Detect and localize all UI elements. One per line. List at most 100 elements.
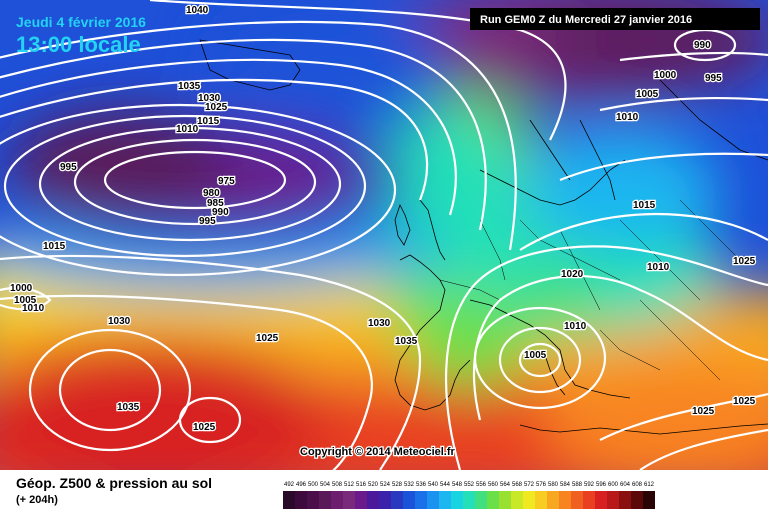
legend-tick-label: 532 bbox=[403, 482, 414, 488]
isobar-label: 1015 bbox=[43, 241, 66, 252]
legend-tick-label: 492 bbox=[283, 482, 294, 488]
color-legend: 492 496 500 504 508 512 516 520 524 528 532 536 540 5… bbox=[283, 479, 655, 511]
legend-swatch bbox=[451, 491, 463, 509]
isobar-label: 1025 bbox=[256, 333, 279, 344]
isobar-label: 1005 bbox=[14, 295, 37, 306]
legend-swatch bbox=[511, 491, 523, 509]
legend-tick-label: 572 bbox=[523, 482, 534, 488]
legend-tick-label: 536 bbox=[415, 482, 426, 488]
legend-swatch bbox=[583, 491, 595, 509]
map: 1040 1035 1030 1025 1015 1010 995 975 98… bbox=[0, 0, 768, 470]
legend-swatch bbox=[391, 491, 403, 509]
isobar-label: 1025 bbox=[205, 102, 228, 113]
legend-tick-label: 528 bbox=[391, 482, 402, 488]
legend-swatch bbox=[571, 491, 583, 509]
legend-swatch bbox=[307, 491, 319, 509]
legend-swatch bbox=[331, 491, 343, 509]
legend-swatch bbox=[595, 491, 607, 509]
isobar-label: 1000 bbox=[654, 70, 677, 81]
isobar-label: 1015 bbox=[633, 200, 656, 211]
legend-tick-label: 592 bbox=[583, 482, 594, 488]
coastlines bbox=[199, 39, 768, 435]
legend-swatches bbox=[283, 491, 655, 509]
legend-swatch bbox=[283, 491, 295, 509]
footer: Géop. Z500 & pression au sol (+ 204h) 49… bbox=[0, 470, 768, 512]
legend-tick-label: 544 bbox=[439, 482, 450, 488]
legend-tick-label: 588 bbox=[571, 482, 582, 488]
legend-tick-label: 596 bbox=[595, 482, 606, 488]
legend-tick-label: 540 bbox=[427, 482, 438, 488]
isobar-label: 1025 bbox=[193, 422, 216, 433]
legend-tick-label: 600 bbox=[607, 482, 618, 488]
legend-swatch bbox=[439, 491, 451, 509]
isobar-label: 985 bbox=[207, 198, 224, 209]
legend-tick-label: 612 bbox=[643, 482, 654, 488]
isobar-label: 1035 bbox=[178, 81, 201, 92]
legend-tick-label: 516 bbox=[355, 482, 366, 488]
isobar-label: 1020 bbox=[561, 269, 584, 280]
legend-swatch bbox=[643, 491, 655, 509]
borders bbox=[439, 199, 741, 381]
legend-swatch bbox=[463, 491, 475, 509]
isobar-label: 1025 bbox=[733, 256, 756, 267]
isobar-label: 1005 bbox=[524, 350, 547, 361]
isobar-label: 1040 bbox=[186, 5, 209, 16]
isobar-label: 980 bbox=[203, 188, 220, 199]
chart-title: Géop. Z500 & pression au sol bbox=[16, 475, 213, 491]
legend-swatch bbox=[559, 491, 571, 509]
isobar-label: 1030 bbox=[368, 318, 391, 329]
legend-tick-label: 580 bbox=[547, 482, 558, 488]
legend-swatch bbox=[427, 491, 439, 509]
legend-swatch bbox=[367, 491, 379, 509]
isobar-label: 995 bbox=[199, 216, 216, 227]
isobar-label: 1010 bbox=[564, 321, 587, 332]
isobar-label: 1010 bbox=[616, 112, 639, 123]
isobar-label: 1010 bbox=[176, 124, 199, 135]
isobar-label: 990 bbox=[694, 40, 711, 51]
legend-swatch bbox=[295, 491, 307, 509]
forecast-time: 13:00 locale bbox=[16, 32, 141, 57]
legend-swatch bbox=[355, 491, 367, 509]
legend-tick-label: 524 bbox=[379, 482, 390, 488]
legend-tick-label: 556 bbox=[475, 482, 486, 488]
run-box bbox=[470, 8, 760, 30]
isobar-label: 1025 bbox=[692, 406, 715, 417]
isobar-label: 1035 bbox=[395, 336, 418, 347]
legend-swatch bbox=[547, 491, 559, 509]
legend-tick-label: 584 bbox=[559, 482, 570, 488]
legend-tick-label: 520 bbox=[367, 482, 378, 488]
isobar-labels: 1040 1035 1030 1025 1015 1010 995 975 98… bbox=[9, 4, 757, 435]
isobar-label: 1015 bbox=[197, 116, 220, 127]
legend-tick-label: 564 bbox=[499, 482, 510, 488]
isobar-label: 1010 bbox=[22, 303, 45, 314]
legend-swatch bbox=[415, 491, 427, 509]
isobar-label: 1030 bbox=[108, 316, 131, 327]
isobar-label: 1010 bbox=[647, 262, 670, 273]
legend-swatch bbox=[535, 491, 547, 509]
forecast-date: Jeudi 4 février 2016 bbox=[16, 14, 146, 30]
legend-tick-label: 504 bbox=[319, 482, 330, 488]
legend-swatch bbox=[487, 491, 499, 509]
legend-swatch bbox=[619, 491, 631, 509]
legend-tick-label: 576 bbox=[535, 482, 546, 488]
isobar-label: 1035 bbox=[117, 402, 140, 413]
legend-swatch bbox=[607, 491, 619, 509]
copyright: Copyright © 2014 Meteociel.fr bbox=[300, 446, 456, 458]
isobar-label: 1000 bbox=[10, 283, 33, 294]
legend-swatch bbox=[379, 491, 391, 509]
legend-tick-label: 496 bbox=[295, 482, 306, 488]
legend-tick-label: 604 bbox=[619, 482, 630, 488]
legend-tick-labels: 492 496 500 504 508 512 516 520 524 528 532 536 540 5… bbox=[283, 479, 655, 491]
legend-swatch bbox=[319, 491, 331, 509]
legend-tick-label: 608 bbox=[631, 482, 642, 488]
legend-tick-label: 548 bbox=[451, 482, 462, 488]
isobar-label: 975 bbox=[218, 176, 235, 187]
legend-tick-label: 568 bbox=[511, 482, 522, 488]
isobar-label: 1025 bbox=[733, 396, 756, 407]
isobar-label: 995 bbox=[705, 73, 722, 84]
legend-swatch bbox=[523, 491, 535, 509]
legend-swatch bbox=[499, 491, 511, 509]
legend-tick-label: 560 bbox=[487, 482, 498, 488]
legend-tick-label: 508 bbox=[331, 482, 342, 488]
